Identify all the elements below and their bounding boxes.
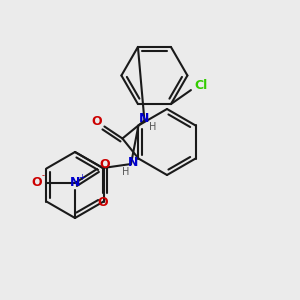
Text: N: N (70, 176, 80, 190)
Text: H: H (149, 122, 156, 131)
Text: O: O (32, 176, 42, 190)
Text: O: O (98, 196, 108, 209)
Text: Cl: Cl (194, 79, 208, 92)
Text: N: N (139, 112, 150, 125)
Text: N: N (128, 157, 138, 169)
Text: +: + (79, 172, 86, 182)
Text: O: O (100, 158, 110, 170)
Text: H: H (122, 167, 130, 177)
Text: -: - (41, 172, 44, 181)
Text: O: O (91, 115, 102, 128)
